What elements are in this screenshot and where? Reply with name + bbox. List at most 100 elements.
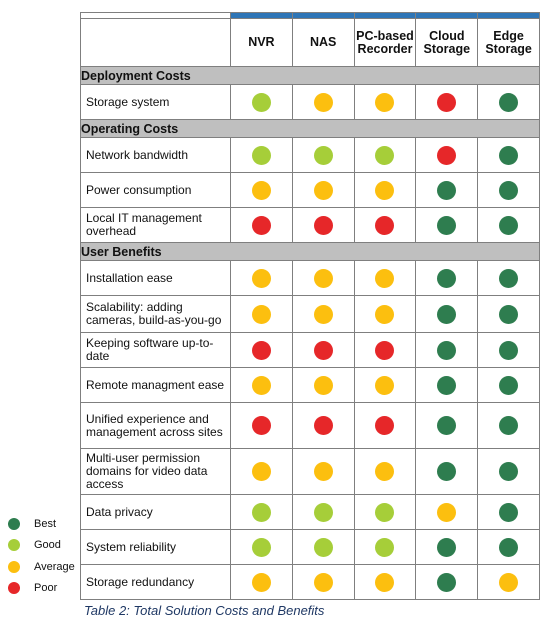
rating-cell [477,529,540,565]
legend-dot-good [8,539,20,552]
legend-dot-best [8,518,20,530]
rating-dot-best [437,268,457,288]
table-caption: Table 2: Total Solution Costs and Benefi… [84,603,325,618]
rating-cell [477,367,540,403]
rating-dot-average [251,180,271,200]
rating-dot-best [437,215,457,235]
rating-dot-best [499,502,519,522]
rating-dot-poor [313,416,333,435]
rating-cell [230,207,293,243]
rating-dot-best [437,180,457,200]
rating-dot-poor [437,92,457,112]
rating-dot-best [437,537,457,557]
table-row: Installation ease [80,260,540,296]
rating-cell [477,84,540,120]
rating-cell [415,494,479,530]
rating-cell [230,260,293,296]
column-header-cloud-storage: Cloud Storage [415,18,479,67]
rating-cell [230,295,293,333]
rating-dot-best [499,268,519,288]
rating-cell [415,260,479,296]
legend-item: Good [8,535,80,555]
rating-cell [477,172,540,208]
rating-dot-poor [251,416,271,435]
rating-dot-best [437,375,457,395]
rating-cell [230,564,293,600]
rating-dot-average [313,92,333,112]
rating-cell [477,295,540,333]
section-title: Operating Costs [80,119,540,138]
comparison-table: NVR NAS PC-based Recorder Cloud Storage … [80,12,540,600]
rating-dot-average [251,268,271,288]
rating-dot-average [251,375,271,395]
table-row: Data privacy [80,494,540,530]
rating-cell [230,402,293,449]
rating-cell [291,402,355,449]
rating-dot-best [437,462,457,481]
rating-cell [477,448,540,495]
row-label: Data privacy [80,494,231,530]
rating-dot-average [251,304,271,324]
rating-dot-poor [375,416,395,435]
rating-cell [291,529,355,565]
rating-dot-good [375,145,395,165]
legend-item: Average [8,557,80,577]
legend-label: Poor [34,581,58,594]
rating-cell [291,494,355,530]
table-row: Keeping software up-to-date [80,332,540,368]
rating-dot-best [437,572,457,592]
rating-cell [230,137,293,173]
rating-cell [353,207,417,243]
rating-dot-average [313,304,333,324]
rating-dot-best [499,537,519,557]
row-label: Local IT management overhead [80,207,231,243]
row-label: Installation ease [80,260,231,296]
rating-cell [415,448,479,495]
rating-dot-good [313,502,333,522]
rating-dot-poor [375,215,395,235]
rating-dot-average [375,304,395,324]
rating-dot-poor [251,340,271,360]
column-header-edge-storage: Edge Storage [477,18,540,67]
table-row: Remote managment ease [80,367,540,403]
table-row: Storage system [80,84,540,120]
legend-dot-poor [8,581,20,594]
rating-cell [353,494,417,530]
row-label: Unified experience and management across… [80,402,231,449]
rating-cell [230,367,293,403]
rating-dot-average [375,92,395,112]
rating-dot-average [313,375,333,395]
rating-cell [415,332,479,368]
row-label: System reliability [80,529,231,565]
rating-dot-average [313,572,333,592]
rating-cell [415,172,479,208]
rating-dot-good [251,537,271,557]
rating-cell [353,260,417,296]
rating-dot-best [499,462,519,481]
rating-dot-best [499,145,519,165]
row-label: Network bandwidth [80,137,231,173]
rating-cell [415,295,479,333]
rating-dot-good [313,537,333,557]
rating-cell [353,137,417,173]
accent-bar [80,12,540,19]
table-row: Network bandwidth [80,137,540,173]
rating-cell [230,172,293,208]
section-header: Operating Costs [80,119,540,138]
rating-cell [477,494,540,530]
column-header-nvr: NVR [230,18,293,67]
rating-dot-best [499,340,519,360]
rating-dot-good [251,92,271,112]
rating-dot-average [499,572,519,592]
table-row: Multi-user permission domains for video … [80,448,540,495]
rating-dot-average [375,462,395,481]
rating-dot-best [437,340,457,360]
legend-label: Average [34,560,75,573]
rating-cell [291,448,355,495]
rating-cell [230,494,293,530]
rating-cell [291,295,355,333]
table-row: Storage redundancy [80,564,540,600]
column-header-pc-based-recorder: PC-based Recorder [353,18,417,67]
header-row: NVR NAS PC-based Recorder Cloud Storage … [80,18,540,67]
table-row: System reliability [80,529,540,565]
